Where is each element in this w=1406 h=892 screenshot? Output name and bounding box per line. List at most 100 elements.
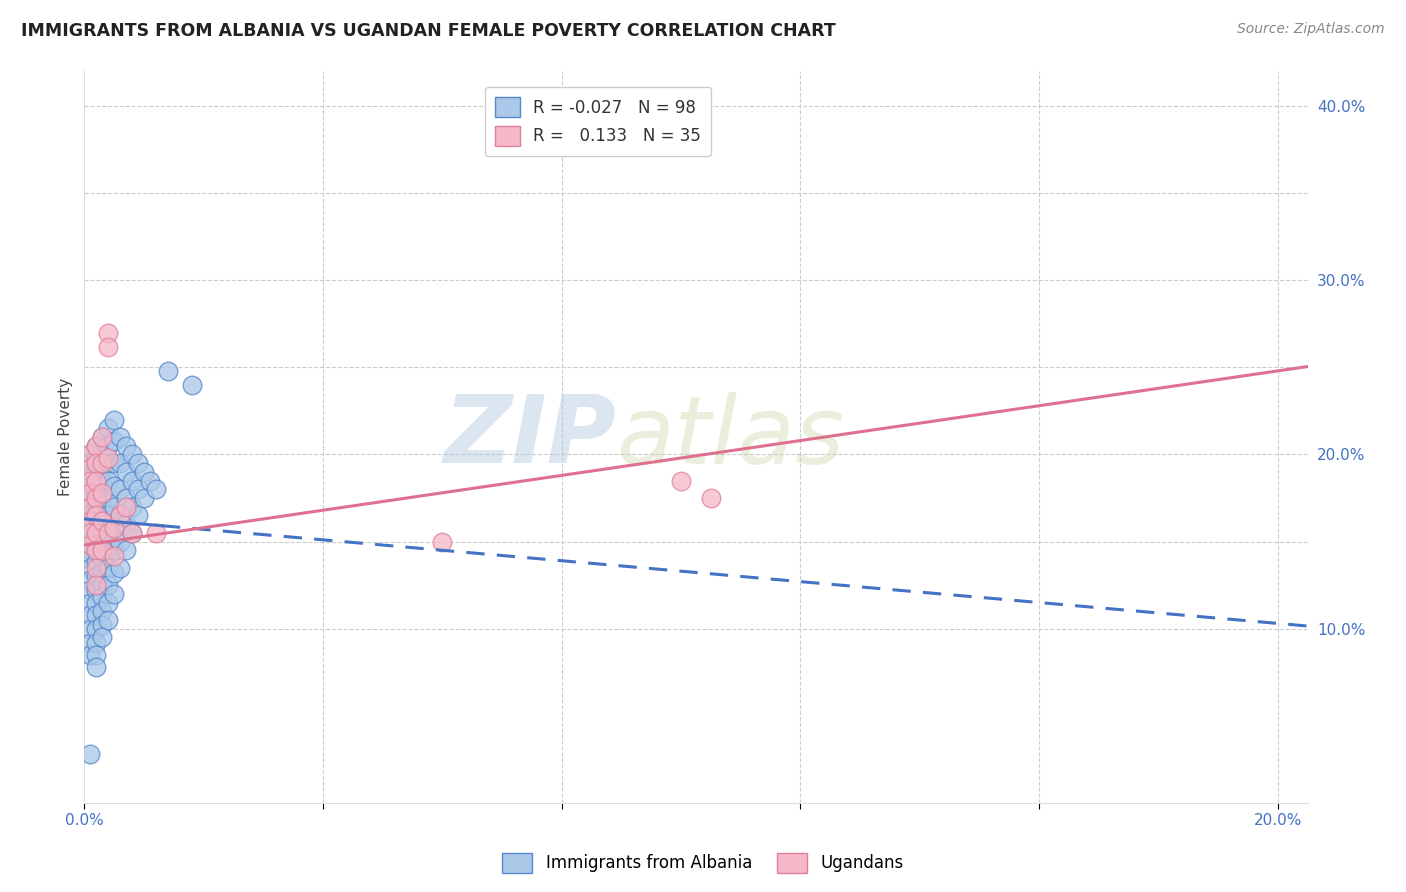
Point (84, 635, 107, 649)
Point (84, 474, 107, 488)
Point (103, 549, 125, 563)
Point (79, 552, 101, 566)
Point (84, 595, 107, 609)
Point (121, 525, 143, 540)
Point (103, 456, 125, 470)
Point (79, 573, 101, 587)
Point (79, 543, 101, 558)
Point (84, 622, 107, 636)
Point (97, 525, 120, 540)
Point (84, 496, 107, 510)
Point (700, 491, 723, 505)
Point (115, 500, 138, 514)
Legend: Immigrants from Albania, Ugandans: Immigrants from Albania, Ugandans (496, 847, 910, 880)
Point (79, 538, 101, 552)
Point (91, 525, 114, 540)
Point (79, 485, 101, 500)
Text: ZIP: ZIP (443, 391, 616, 483)
Point (91, 566, 114, 580)
Point (97, 543, 120, 558)
Point (139, 474, 162, 488)
Point (79, 747, 101, 761)
Point (115, 491, 138, 505)
Point (79, 474, 101, 488)
Point (97, 525, 120, 540)
Point (108, 560, 131, 574)
Point (156, 364, 179, 378)
Point (91, 430, 114, 444)
Point (79, 583, 101, 598)
Point (121, 500, 143, 514)
Point (97, 456, 120, 470)
Point (108, 430, 131, 444)
Point (84, 439, 107, 453)
Point (115, 517, 138, 532)
Point (79, 534, 101, 549)
Point (84, 461, 107, 475)
Point (108, 483, 131, 497)
Point (127, 483, 149, 497)
Point (79, 468, 101, 483)
Point (97, 560, 120, 574)
Point (115, 465, 138, 479)
Point (84, 660, 107, 674)
Point (432, 534, 454, 549)
Point (132, 491, 155, 505)
Point (84, 569, 107, 583)
Point (84, 648, 107, 662)
Point (103, 434, 125, 448)
Point (84, 456, 107, 470)
Point (91, 430, 114, 444)
Point (91, 500, 114, 514)
Point (91, 485, 114, 500)
Point (103, 479, 125, 493)
Point (145, 483, 167, 497)
Point (97, 508, 120, 523)
Point (84, 543, 107, 558)
Point (79, 517, 101, 532)
Point (91, 456, 114, 470)
Point (79, 595, 101, 609)
Point (79, 607, 101, 622)
Point (84, 521, 107, 535)
Point (97, 491, 120, 505)
Point (84, 450, 107, 465)
Point (91, 578, 114, 592)
Point (79, 456, 101, 470)
Point (669, 474, 692, 488)
Point (79, 479, 101, 493)
Point (84, 485, 107, 500)
Point (79, 514, 101, 528)
Point (79, 448, 101, 462)
Point (84, 543, 107, 558)
Point (145, 525, 167, 540)
Point (84, 474, 107, 488)
Point (97, 439, 120, 453)
Y-axis label: Female Poverty: Female Poverty (58, 378, 73, 496)
Point (79, 461, 101, 475)
Point (91, 543, 114, 558)
Point (84, 560, 107, 574)
Point (108, 508, 131, 523)
Point (79, 448, 101, 462)
Point (84, 508, 107, 523)
Point (108, 456, 131, 470)
Point (79, 500, 101, 514)
Point (127, 508, 149, 523)
Point (115, 543, 138, 558)
Point (84, 607, 107, 622)
Point (84, 531, 107, 545)
Point (97, 578, 120, 592)
Point (79, 525, 101, 540)
Point (97, 450, 120, 465)
Point (84, 583, 107, 598)
Point (121, 448, 143, 462)
Point (103, 412, 125, 426)
Point (91, 552, 114, 566)
Point (79, 648, 101, 662)
Text: IMMIGRANTS FROM ALBANIA VS UGANDAN FEMALE POVERTY CORRELATION CHART: IMMIGRANTS FROM ALBANIA VS UGANDAN FEMAL… (21, 22, 835, 40)
Point (97, 326, 120, 340)
Point (91, 514, 114, 528)
Point (79, 560, 101, 574)
Point (97, 421, 120, 435)
